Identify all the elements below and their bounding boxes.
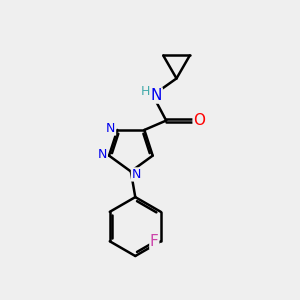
Text: F: F xyxy=(150,234,159,249)
Text: H: H xyxy=(141,85,150,98)
Text: N: N xyxy=(151,88,162,103)
Text: N: N xyxy=(131,168,141,181)
Text: N: N xyxy=(106,122,116,135)
Text: N: N xyxy=(98,148,107,161)
Text: O: O xyxy=(193,113,205,128)
